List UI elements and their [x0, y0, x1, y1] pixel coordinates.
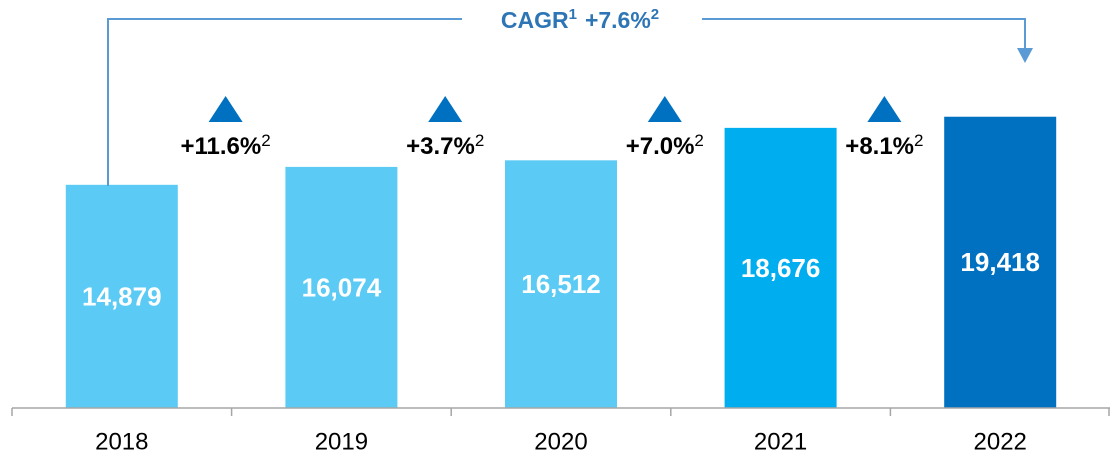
value-label: 18,676 [741, 253, 821, 283]
cagr-value: +7.6% [585, 7, 651, 33]
x-tick-label: 2022 [974, 428, 1027, 455]
growth-note: 2 [694, 131, 703, 150]
growth-triangle [867, 96, 902, 122]
growth-note: 2 [475, 131, 484, 150]
x-tick-label: 2018 [95, 428, 148, 455]
bar [724, 127, 837, 409]
cagr-bracket-right [702, 18, 1026, 50]
cagr-bracket-left [107, 18, 462, 186]
growth-note: 2 [261, 131, 270, 150]
x-tick-label: 2020 [534, 428, 587, 455]
value-label: 16,512 [521, 269, 601, 299]
growth-value: +3.7% [406, 133, 475, 160]
growth-value: +11.6% [180, 133, 261, 160]
bar [285, 166, 398, 408]
cagr-label: CAGR1 +7.6%2 [501, 6, 659, 33]
growth-value: +8.1% [845, 133, 914, 160]
growth-triangle [208, 96, 243, 122]
bar [944, 116, 1057, 408]
growth-note: 2 [914, 131, 923, 150]
growth-label: +7.0%2 [626, 131, 704, 160]
x-tick-label: 2019 [315, 428, 368, 455]
growth-label: +8.1%2 [845, 131, 923, 160]
bar [505, 160, 617, 408]
growth-value: +7.0% [626, 133, 695, 160]
value-label: 16,074 [302, 272, 382, 302]
growth-triangle [428, 96, 463, 122]
cagr-value-note: 2 [651, 6, 659, 23]
cagr-arrowhead [1017, 48, 1033, 63]
growth-label: +11.6%2 [180, 131, 270, 160]
growth-label: +3.7%2 [406, 131, 484, 160]
x-tick-label: 2021 [754, 428, 807, 455]
bar [65, 184, 178, 408]
growth-triangle [647, 96, 682, 122]
cagr-title-note: 1 [569, 6, 577, 23]
cagr-title: CAGR [501, 7, 569, 33]
value-label: 19,418 [960, 247, 1040, 277]
value-label: 14,879 [82, 281, 162, 311]
